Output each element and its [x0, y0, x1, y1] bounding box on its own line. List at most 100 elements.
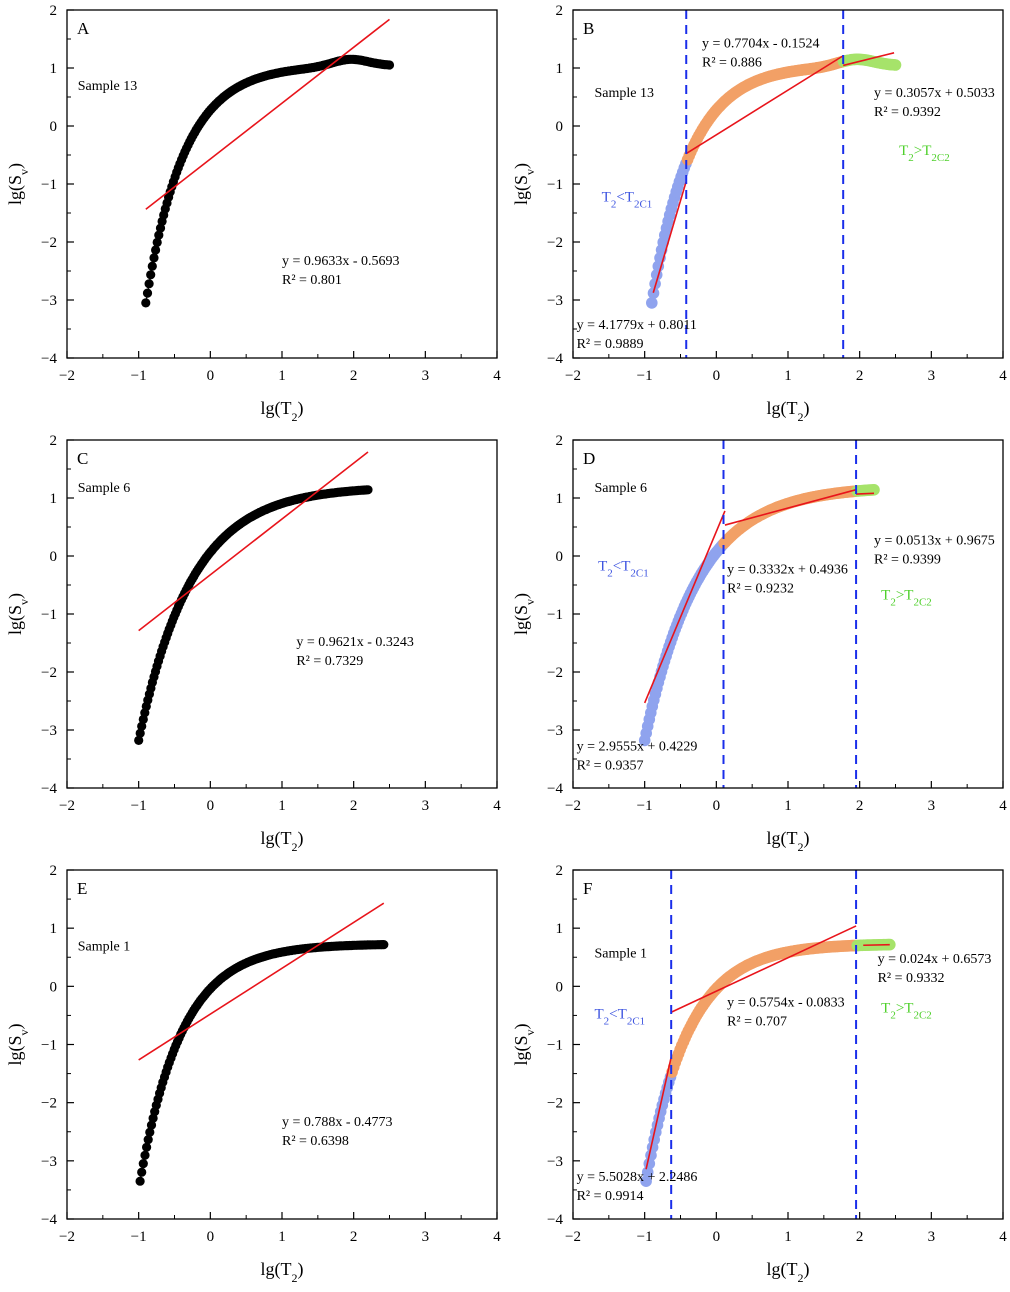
- fit-line-2: [670, 925, 857, 1013]
- fit-line-1: [652, 181, 688, 294]
- sample-label: Sample 13: [595, 86, 655, 101]
- sample-label: Sample 6: [78, 481, 131, 496]
- x-tick-label: 3: [422, 798, 430, 814]
- y-tick-label: 0: [556, 119, 564, 135]
- plot-area: [640, 870, 896, 1219]
- x-tick-label: 4: [493, 1229, 501, 1245]
- y-tick-label: −2: [547, 665, 563, 681]
- fit-line-1: [145, 18, 390, 210]
- y-tick-label: 2: [556, 433, 564, 449]
- x-tick-label: 3: [422, 1229, 430, 1245]
- x-tick-label: 0: [207, 1229, 215, 1245]
- x-tick-label: 2: [856, 1229, 864, 1245]
- y-tick-label: −3: [547, 723, 563, 739]
- panel-letter: C: [77, 449, 88, 468]
- y-tick-label: 1: [50, 491, 58, 507]
- region-label-low: T2<T2C1: [595, 1006, 646, 1027]
- x-tick-label: 1: [278, 1229, 286, 1245]
- fit-line-2: [685, 55, 844, 155]
- data-point-low: [646, 297, 658, 309]
- x-tick-label: −2: [565, 1229, 581, 1245]
- sample-label: Sample 13: [78, 79, 138, 94]
- sample-label: Sample 6: [595, 481, 648, 496]
- fit-r-squared: R² = 0.886: [702, 56, 762, 71]
- x-tick-label: 4: [999, 368, 1007, 384]
- region-label-high: T2>T2C2: [899, 143, 950, 164]
- chart-panel-d: −2 −1 0 1 2 3 4 −4 −3 −2 −1 0 1 2 lg(T2) lg(Sv) DSample …: [511, 433, 1007, 854]
- x-tick-label: 3: [928, 368, 936, 384]
- x-tick-label: −2: [59, 368, 75, 384]
- x-tick-label: 4: [999, 1229, 1007, 1245]
- x-tick-label: 3: [928, 1229, 936, 1245]
- data-point: [134, 735, 144, 746]
- y-tick-label: 0: [50, 119, 58, 135]
- fit-equation: y = 0.024x + 0.6573: [878, 952, 992, 967]
- fit-equation: y = 5.5028x + 2.2486: [577, 1170, 698, 1185]
- y-tick-label: −2: [547, 1096, 563, 1112]
- x-tick-label: 1: [784, 798, 792, 814]
- x-tick-label: 2: [350, 368, 358, 384]
- y-axis-title: lg(Sv): [5, 1023, 31, 1065]
- y-tick-label: 1: [556, 921, 564, 937]
- y-tick-label: 0: [50, 549, 58, 565]
- y-axis-title: lg(Sv): [511, 593, 537, 635]
- x-tick-label: −2: [565, 798, 581, 814]
- y-axis-title: lg(Sv): [5, 593, 31, 635]
- y-tick-label: −4: [41, 1212, 57, 1228]
- x-tick-label: 4: [493, 798, 501, 814]
- fit-line-1: [138, 902, 385, 1061]
- fit-equation: y = 4.1779x + 0.8011: [577, 318, 697, 333]
- fit-r-squared: R² = 0.6398: [282, 1134, 349, 1149]
- plot-area: [135, 902, 389, 1186]
- fit-equation: y = 0.7704x - 0.1524: [702, 37, 820, 52]
- fit-r-squared: R² = 0.9889: [577, 337, 644, 352]
- chart-panel-b: −2 −1 0 1 2 3 4 −4 −3 −2 −1 0 1 2 lg(T2) lg(Sv) B Sample …: [511, 3, 1007, 424]
- y-tick-label: 2: [556, 863, 564, 879]
- chart-panel-c: −2 −1 0 1 2 3 4 −4 −3 −2 −1 0 1 2 lg(T2) lg(Sv) C Sample …: [5, 433, 501, 854]
- x-tick-label: −1: [637, 798, 653, 814]
- y-axis-title: lg(Sv): [511, 163, 537, 205]
- chart-panel-e: −2 −1 0 1 2 3 4 −4 −3 −2 −1 0 1 2 lg(T2) lg(Sv) E Sample …: [5, 863, 501, 1285]
- fit-line-1: [138, 451, 369, 632]
- region-label-low: T2<T2C1: [598, 559, 649, 580]
- y-tick-label: −1: [547, 1038, 563, 1054]
- x-tick-label: 0: [713, 1229, 721, 1245]
- fit-equation: y = 0.9633x - 0.5693: [282, 254, 400, 269]
- sample-label: Sample 1: [595, 946, 648, 961]
- fit-line-1: [643, 510, 726, 704]
- chart-panel-f: −2 −1 0 1 2 3 4 −4 −3 −2 −1 0 1 2 lg(T2) lg(Sv) F Sample …: [511, 863, 1007, 1285]
- x-tick-label: 0: [713, 368, 721, 384]
- fit-r-squared: R² = 0.707: [727, 1015, 787, 1030]
- y-tick-label: −1: [41, 177, 57, 193]
- x-tick-label: −1: [131, 368, 147, 384]
- y-axis-title: lg(Sv): [5, 163, 31, 205]
- x-tick-label: −2: [565, 368, 581, 384]
- y-tick-label: 0: [50, 979, 58, 995]
- fit-line-3: [863, 943, 890, 947]
- x-tick-label: −2: [59, 1229, 75, 1245]
- plot-area: [141, 18, 395, 308]
- fit-r-squared: R² = 0.9232: [727, 581, 794, 596]
- data-point-low: [640, 1175, 652, 1187]
- y-tick-label: −4: [547, 781, 563, 797]
- chart-panel-a: −2 −1 0 1 2 3 4 −4 −3 −2 −1 0 1 2 lg(T2) lg(Sv) A Sample …: [5, 3, 501, 424]
- fit-r-squared: R² = 0.9399: [874, 552, 941, 567]
- fit-equation: y = 0.3332x + 0.4936: [727, 562, 848, 577]
- data-point-high: [889, 59, 902, 71]
- y-tick-label: −1: [547, 177, 563, 193]
- y-tick-label: 0: [556, 979, 564, 995]
- y-tick-label: −2: [547, 235, 563, 251]
- x-tick-label: −1: [131, 798, 147, 814]
- y-tick-label: −4: [547, 1212, 563, 1228]
- y-tick-label: 2: [50, 3, 58, 19]
- fit-equation: y = 0.788x - 0.4773: [282, 1115, 393, 1130]
- data-point: [141, 298, 151, 308]
- y-tick-label: −3: [41, 723, 57, 739]
- y-tick-label: −2: [41, 1096, 57, 1112]
- x-tick-label: 1: [278, 368, 286, 384]
- fit-equation: y = 2.9555x + 0.4229: [577, 739, 698, 754]
- sample-label: Sample 1: [78, 939, 131, 954]
- x-axis-title: lg(T2): [261, 828, 304, 854]
- y-tick-label: −1: [41, 607, 57, 623]
